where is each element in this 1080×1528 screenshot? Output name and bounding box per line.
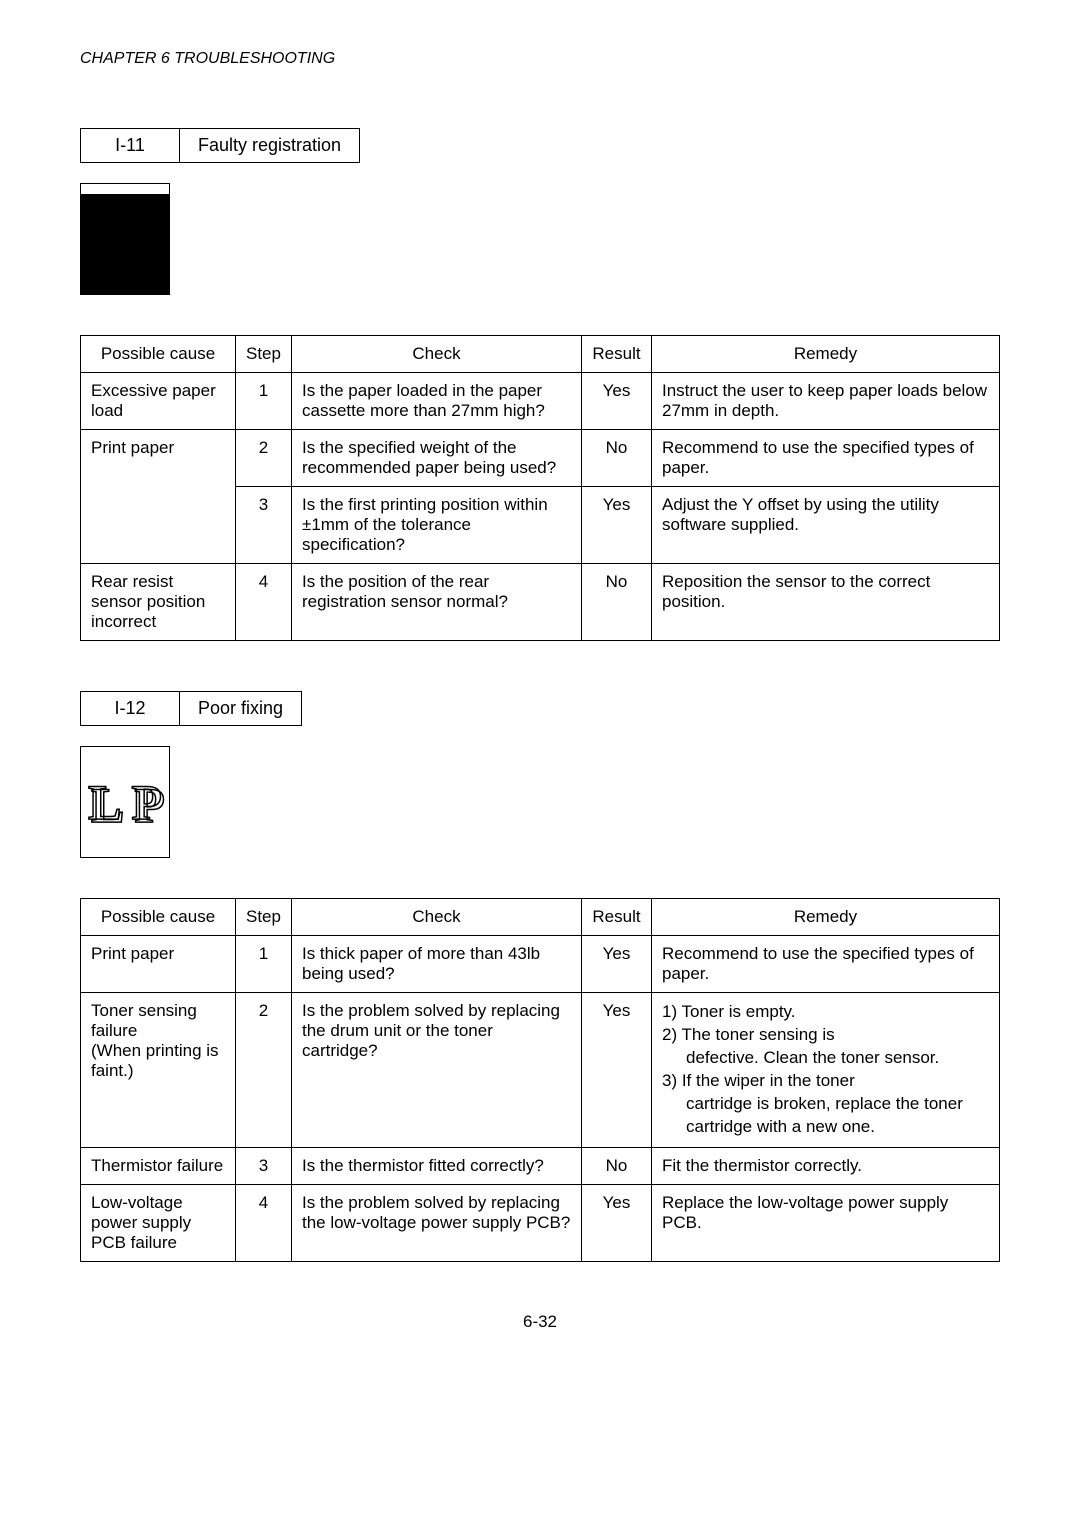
cell-step: 4 xyxy=(236,564,292,641)
cell-cause: Excessive paper load xyxy=(81,373,236,430)
outline-letter-p: P xyxy=(131,773,162,831)
cell-step: 1 xyxy=(236,936,292,993)
section-2-label: I-12 Poor fixing xyxy=(80,691,1000,726)
cell-remedy: Adjust the Y offset by using the utility… xyxy=(651,487,999,564)
cell-result: No xyxy=(581,430,651,487)
th-remedy: Remedy xyxy=(651,899,999,936)
th-step: Step xyxy=(236,899,292,936)
cell-remedy: 1) Toner is empty. 2) The toner sensing … xyxy=(651,993,999,1148)
cell-check: Is the specified weight of the recommend… xyxy=(291,430,581,487)
cell-check: Is the paper loaded in the paper cassett… xyxy=(291,373,581,430)
th-result: Result xyxy=(581,336,651,373)
chapter-header: CHAPTER 6 TROUBLESHOOTING xyxy=(80,50,1000,68)
section-2-title: Poor fixing xyxy=(180,691,302,726)
remedy-item-indent: defective. Clean the toner sensor. xyxy=(662,1047,989,1070)
page-number: 6-32 xyxy=(80,1312,1000,1332)
table-row: Toner sensing failure (When printing is … xyxy=(81,993,1000,1148)
cell-step: 3 xyxy=(236,1147,292,1184)
cell-step: 3 xyxy=(236,487,292,564)
cell-step: 4 xyxy=(236,1184,292,1261)
th-result: Result xyxy=(581,899,651,936)
cell-cause: Thermistor failure xyxy=(81,1147,236,1184)
table-1: Possible cause Step Check Result Remedy … xyxy=(80,335,1000,641)
table-2-header-row: Possible cause Step Check Result Remedy xyxy=(81,899,1000,936)
cell-cause: Low-voltage power supply PCB failure xyxy=(81,1184,236,1261)
cell-check: Is the thermistor fitted correctly? xyxy=(291,1147,581,1184)
th-remedy: Remedy xyxy=(651,336,999,373)
cell-step: 2 xyxy=(236,993,292,1148)
cell-remedy: Reposition the sensor to the correct pos… xyxy=(651,564,999,641)
section-1-code: I-11 xyxy=(80,128,180,163)
cell-cause: Rear resist sensor position incorrect xyxy=(81,564,236,641)
cell-step: 1 xyxy=(236,373,292,430)
section-1-title: Faulty registration xyxy=(180,128,360,163)
cell-result: Yes xyxy=(581,936,651,993)
cell-remedy: Recommend to use the specified types of … xyxy=(651,936,999,993)
section-2-image-box: L P xyxy=(80,746,170,858)
table-row: Print paper 1 Is thick paper of more tha… xyxy=(81,936,1000,993)
remedy-item: 3) If the wiper in the toner xyxy=(662,1071,855,1090)
cell-check: Is the first printing position within ±1… xyxy=(291,487,581,564)
th-check: Check xyxy=(291,899,581,936)
remedy-item: 1) Toner is empty. xyxy=(662,1002,796,1021)
cell-cause: Print paper xyxy=(81,430,236,564)
cell-result: Yes xyxy=(581,1184,651,1261)
cell-cause: Toner sensing failure (When printing is … xyxy=(81,993,236,1148)
cell-cause: Print paper xyxy=(81,936,236,993)
cell-check: Is thick paper of more than 43lb being u… xyxy=(291,936,581,993)
table-row: Print paper 2 Is the specified weight of… xyxy=(81,430,1000,487)
th-check: Check xyxy=(291,336,581,373)
section-1-image-box xyxy=(80,183,170,295)
cell-remedy: Fit the thermistor correctly. xyxy=(651,1147,999,1184)
cell-check: Is the problem solved by replacing the l… xyxy=(291,1184,581,1261)
section-2-code: I-12 xyxy=(80,691,180,726)
cell-remedy: Replace the low-voltage power supply PCB… xyxy=(651,1184,999,1261)
cell-result: No xyxy=(581,1147,651,1184)
table-1-header-row: Possible cause Step Check Result Remedy xyxy=(81,336,1000,373)
cell-step: 2 xyxy=(236,430,292,487)
th-cause: Possible cause xyxy=(81,899,236,936)
th-step: Step xyxy=(236,336,292,373)
cell-result: No xyxy=(581,564,651,641)
outline-letter-l: L xyxy=(88,773,121,831)
cell-result: Yes xyxy=(581,373,651,430)
cell-check: Is the problem solved by replacing the d… xyxy=(291,993,581,1148)
table-row: Excessive paper load 1 Is the paper load… xyxy=(81,373,1000,430)
cell-remedy: Recommend to use the specified types of … xyxy=(651,430,999,487)
remedy-item: 2) The toner sensing is xyxy=(662,1025,835,1044)
table-2: Possible cause Step Check Result Remedy … xyxy=(80,898,1000,1262)
th-cause: Possible cause xyxy=(81,336,236,373)
cell-result: Yes xyxy=(581,993,651,1148)
cell-remedy: Instruct the user to keep paper loads be… xyxy=(651,373,999,430)
remedy-item-indent: cartridge is broken, replace the toner c… xyxy=(662,1093,989,1139)
table-row: Rear resist sensor position incorrect 4 … xyxy=(81,564,1000,641)
cell-result: Yes xyxy=(581,487,651,564)
cell-check: Is the position of the rear registration… xyxy=(291,564,581,641)
table-row: Low-voltage power supply PCB failure 4 I… xyxy=(81,1184,1000,1261)
table-row: Thermistor failure 3 Is the thermistor f… xyxy=(81,1147,1000,1184)
section-1-label: I-11 Faulty registration xyxy=(80,128,1000,163)
